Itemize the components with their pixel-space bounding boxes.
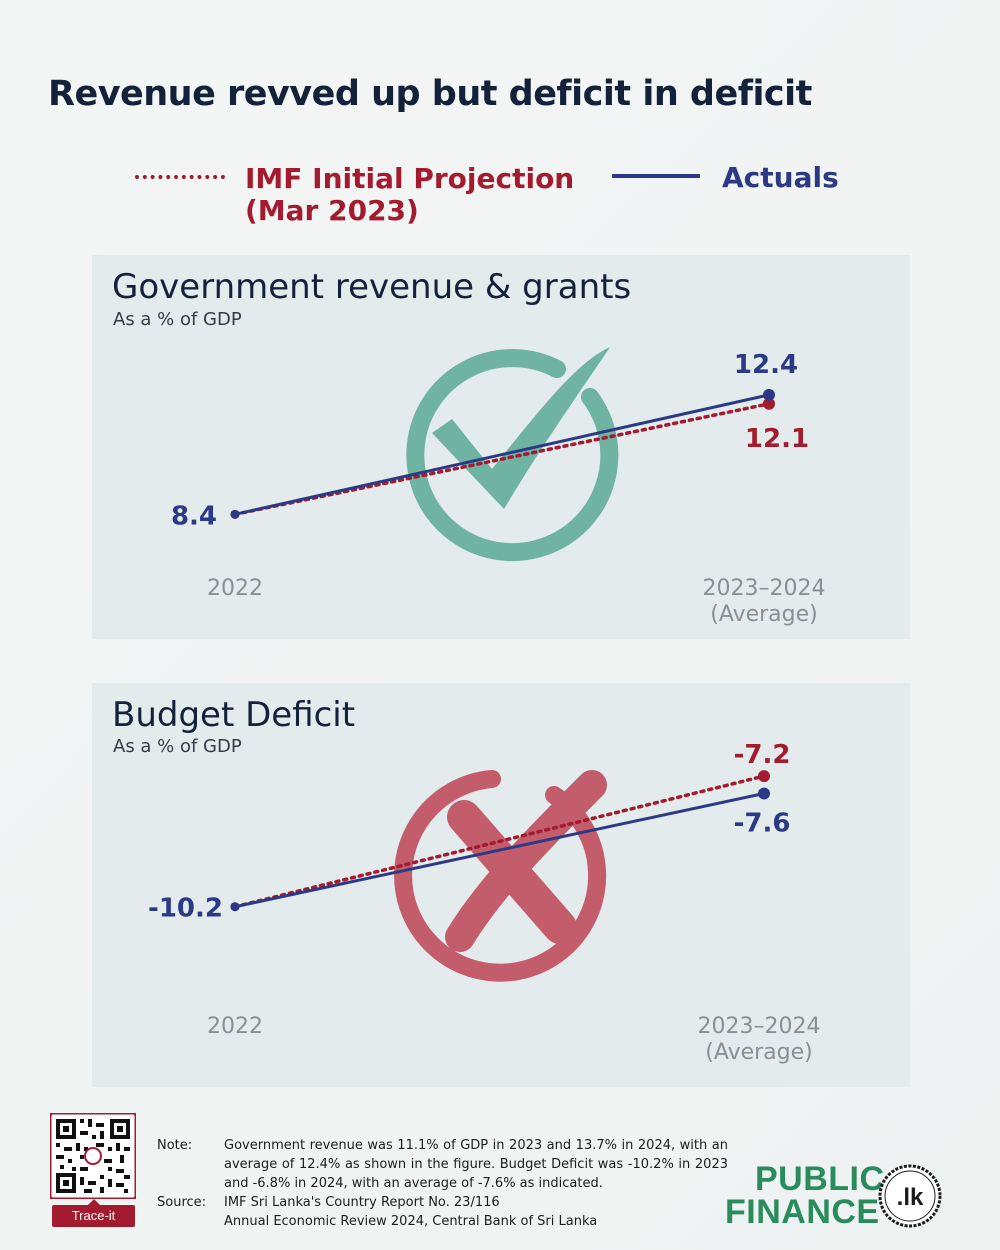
x-tick-sublabel: (Average) — [710, 602, 818, 627]
series-line-imf — [233, 774, 766, 909]
qr-code-icon — [48, 1111, 138, 1201]
series-line-actual — [233, 393, 771, 516]
x-tick-label: 2022 — [207, 576, 263, 601]
data-point — [230, 509, 240, 519]
brand-seal-icon: .lk — [878, 1164, 942, 1228]
note-label: Note: — [157, 1138, 193, 1153]
data-label: -7.2 — [734, 740, 791, 770]
x-tick-label: 2022 — [207, 1014, 263, 1039]
cross-stroke-2 — [445, 770, 607, 952]
data-label: 12.4 — [734, 350, 798, 380]
x-tick-sublabel: (Average) — [705, 1040, 813, 1065]
cross-mark-icon — [394, 770, 607, 982]
revenue-chart: 12.1 8.4 12.4 2022 2023–2024(Average) — [171, 347, 826, 627]
x-tick-label: 2023–2024 — [703, 576, 826, 601]
note-text: Government revenue was 11.1% of GDP in 2… — [224, 1138, 728, 1191]
page-title: Revenue revved up but deficit in deficit — [48, 74, 812, 114]
brand-word-public: PUBLIC — [755, 1160, 885, 1198]
chart-subtitle: As a % of GDP — [113, 309, 242, 330]
data-label: -10.2 — [148, 894, 223, 924]
data-point — [763, 388, 775, 401]
source-line-1: IMF Sri Lanka's Country Report No. 23/11… — [224, 1195, 500, 1210]
deficit-chart: -7.2 -10.2 -7.6 2022 2023–2024(Average) — [148, 740, 821, 1065]
trace-it-badge[interactable]: Trace-it — [52, 1199, 135, 1227]
data-point — [230, 902, 240, 912]
data-point — [758, 770, 770, 783]
brand-suffix: .lk — [897, 1184, 924, 1211]
brand-word-finance: FINANCE — [725, 1193, 880, 1231]
check-ring — [406, 349, 619, 562]
cross-ring — [394, 770, 607, 982]
x-tick-label: 2023–2024 — [698, 1014, 821, 1039]
legend-actuals-label: Actuals — [722, 161, 839, 194]
data-label: -7.6 — [734, 809, 791, 839]
chart-title: Budget Deficit — [112, 695, 356, 735]
public-finance-logo: PUBLIC FINANCE .lk — [725, 1160, 955, 1231]
chart-title: Government revenue & grants — [112, 267, 632, 307]
legend-solid-line — [612, 174, 700, 178]
revenue-chart-panel: Government revenue & grants As a % of GD… — [92, 255, 910, 639]
source-line-2: Annual Economic Review 2024, Central Ban… — [224, 1214, 598, 1229]
check-stroke — [432, 347, 610, 509]
chart-subtitle: As a % of GDP — [113, 736, 242, 757]
deficit-chart-panel: Budget Deficit As a % of GDP -7.2 -10.2 -7… — [92, 683, 910, 1087]
legend-imf-label: IMF Initial Projection (Mar 2023) — [245, 162, 575, 227]
data-point — [763, 397, 775, 410]
series-line-actual — [233, 792, 766, 909]
legend-dotted-line — [135, 175, 225, 179]
check-mark-icon — [406, 347, 619, 562]
data-point — [758, 787, 770, 800]
data-label: 8.4 — [171, 501, 217, 531]
source-label: Source: — [157, 1195, 207, 1210]
data-label: 12.1 — [745, 424, 809, 454]
qr-code[interactable] — [48, 1111, 138, 1201]
